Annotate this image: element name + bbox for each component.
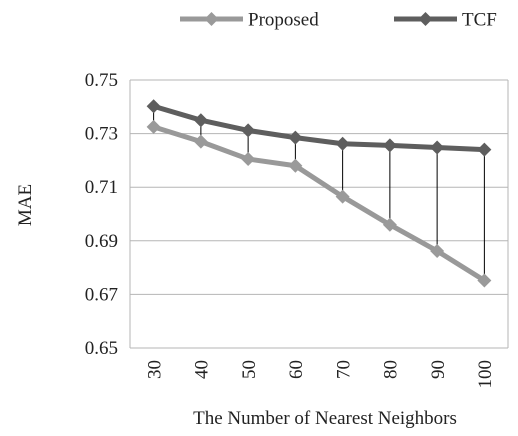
y-tick-label-0: 0.65: [85, 338, 118, 359]
data-point-proposed-6: [430, 243, 445, 258]
y-tick-label-4: 0.73: [85, 124, 118, 145]
legend: Proposed TCF: [180, 10, 497, 31]
data-point-tcf-1: [193, 113, 208, 128]
data-point-tcf-3: [288, 130, 303, 145]
x-tick-label-5: 80: [381, 360, 402, 379]
x-tick-label-3: 60: [286, 360, 307, 379]
data-point-proposed-1: [193, 134, 208, 149]
x-tick-label-4: 70: [333, 360, 354, 379]
legend-item-proposed: Proposed: [180, 10, 319, 31]
data-point-tcf-7: [477, 142, 492, 157]
data-point-proposed-7: [477, 273, 492, 288]
legend-label-proposed: Proposed: [248, 10, 319, 31]
plot-area-border: [129, 80, 509, 348]
x-tick-label-1: 40: [192, 360, 213, 379]
legend-marker-tcf: [418, 12, 433, 26]
data-point-proposed-3: [288, 158, 303, 173]
data-point-tcf-6: [430, 140, 445, 155]
y-axis-title: MAE: [15, 184, 36, 226]
data-point-tcf-5: [382, 138, 397, 153]
x-tick-label-2: 50: [239, 360, 260, 379]
data-point-proposed-4: [335, 189, 350, 204]
legend-item-tcf: TCF: [394, 10, 497, 31]
series-line-proposed: [152, 124, 486, 283]
data-point-tcf-4: [335, 136, 350, 151]
y-tick-labels: 0.65 0.67 0.69 0.71 0.73 0.75: [85, 70, 118, 359]
y-tick-label-5: 0.75: [85, 70, 118, 91]
legend-label-tcf: TCF: [462, 10, 497, 31]
y-tick-label-2: 0.69: [85, 231, 118, 252]
gridlines: [130, 79, 508, 349]
x-tick-label-0: 30: [144, 360, 165, 379]
y-tick-label-1: 0.67: [85, 284, 118, 305]
x-tick-label-7: 100: [475, 360, 496, 389]
data-point-proposed-2: [241, 152, 256, 167]
x-axis-title: The Number of Nearest Neighbors: [193, 408, 457, 429]
y-tick-label-3: 0.71: [85, 177, 118, 198]
x-tick-labels: 30 40 50 60 70 80 90 100: [144, 360, 496, 389]
legend-marker-proposed: [204, 12, 219, 26]
data-point-tcf-2: [241, 123, 256, 138]
series-layer: [146, 99, 492, 288]
series-line-tcf: [152, 103, 485, 153]
data-point-proposed-0: [146, 119, 161, 134]
data-point-proposed-5: [382, 217, 397, 232]
data-point-tcf-0: [146, 99, 161, 114]
x-tick-label-6: 90: [428, 360, 449, 379]
